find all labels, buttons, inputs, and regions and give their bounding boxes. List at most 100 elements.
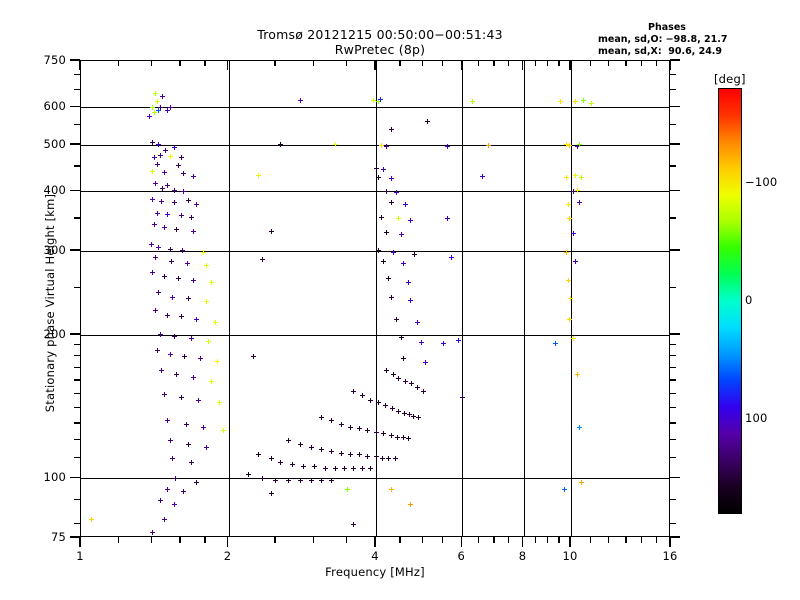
gridline-vertical xyxy=(228,61,230,536)
y-tick-minor xyxy=(74,88,80,91)
data-point xyxy=(572,258,578,264)
data-point xyxy=(376,174,382,180)
data-point xyxy=(407,217,413,223)
x-tick-minor-top xyxy=(508,60,510,66)
y-tick-label: 500 xyxy=(43,136,66,151)
data-point xyxy=(415,415,421,421)
data-point xyxy=(150,196,156,202)
data-point xyxy=(178,394,184,400)
y-tick-major xyxy=(70,59,80,61)
y-tick-minor-right xyxy=(670,422,676,424)
data-point xyxy=(405,436,411,442)
data-point xyxy=(150,168,156,174)
data-point xyxy=(319,477,325,483)
data-point xyxy=(572,172,578,178)
data-point xyxy=(351,465,357,471)
data-point xyxy=(578,480,584,486)
x-tick-minor-top xyxy=(204,60,206,66)
data-point xyxy=(470,98,476,104)
colorbar-tick-label: −100 xyxy=(745,175,778,190)
data-point xyxy=(351,389,357,395)
data-point xyxy=(171,334,177,340)
data-point xyxy=(365,454,371,460)
data-point xyxy=(383,188,389,194)
data-point xyxy=(564,249,570,255)
data-point xyxy=(420,389,426,395)
data-point xyxy=(414,385,420,391)
data-point xyxy=(588,101,594,107)
data-point xyxy=(174,372,180,378)
data-point xyxy=(164,312,170,318)
data-point xyxy=(388,176,394,182)
data-point xyxy=(191,173,197,179)
data-point xyxy=(329,448,335,454)
data-point xyxy=(338,421,344,427)
data-point xyxy=(163,147,169,153)
data-point xyxy=(260,256,266,262)
data-point xyxy=(217,400,223,406)
data-point xyxy=(186,198,192,204)
data-point xyxy=(386,276,392,282)
data-point xyxy=(212,320,218,326)
data-point xyxy=(580,97,586,103)
data-point xyxy=(285,438,291,444)
data-point xyxy=(373,165,379,171)
data-point xyxy=(203,262,209,268)
data-point xyxy=(338,450,344,456)
data-point xyxy=(578,174,584,180)
y-tick-label: 400 xyxy=(43,183,66,198)
data-point xyxy=(370,97,376,103)
data-point xyxy=(378,215,384,221)
data-point xyxy=(151,222,157,228)
x-tick-minor xyxy=(399,537,401,543)
data-point xyxy=(308,477,314,483)
data-point xyxy=(179,248,185,254)
data-point xyxy=(147,113,153,119)
data-point xyxy=(157,332,163,338)
data-point xyxy=(201,424,207,430)
x-tick-major-top xyxy=(460,60,462,70)
data-point xyxy=(297,97,303,103)
data-point xyxy=(154,162,160,168)
data-point xyxy=(567,143,573,149)
x-tick-minor-top xyxy=(179,60,181,66)
y-tick-major xyxy=(70,143,80,145)
data-point xyxy=(412,251,418,257)
data-point xyxy=(277,142,283,148)
y-tick-minor-right xyxy=(670,456,676,459)
gridline-horizontal xyxy=(81,191,669,193)
x-tick-minor-top xyxy=(313,60,315,66)
data-point xyxy=(167,154,173,160)
data-point xyxy=(574,187,580,193)
page-subtitle: RwPretec (8p) xyxy=(334,42,426,57)
data-point xyxy=(329,418,335,424)
data-point xyxy=(445,144,451,150)
y-tick-minor-right xyxy=(670,73,676,75)
y-tick-major xyxy=(70,333,80,335)
data-point xyxy=(392,456,398,462)
x-tick-label: 16 xyxy=(662,549,678,563)
y-tick-major-right xyxy=(670,105,680,107)
data-point xyxy=(566,202,572,208)
y-tick-label: 100 xyxy=(43,470,66,485)
y-tick-major-right xyxy=(670,476,680,479)
data-point xyxy=(570,188,576,194)
data-point xyxy=(197,356,203,362)
data-point xyxy=(297,477,303,483)
y-tick-minor-right xyxy=(670,354,676,357)
y-tick-minor xyxy=(74,522,80,525)
data-point xyxy=(167,351,173,357)
data-point xyxy=(150,270,156,276)
data-point xyxy=(388,433,394,439)
data-point xyxy=(251,354,257,360)
phase-stats-o-mode: mean, sd,O: −98.8, 21.7 xyxy=(598,34,728,45)
x-tick-minor-top xyxy=(421,60,424,66)
data-point xyxy=(173,475,179,481)
y-tick-minor xyxy=(74,456,80,459)
data-point xyxy=(567,216,573,222)
data-point xyxy=(273,477,279,483)
x-tick-minor xyxy=(508,537,510,543)
data-point xyxy=(359,465,365,471)
x-tick-minor xyxy=(442,537,444,543)
data-point xyxy=(383,229,389,235)
